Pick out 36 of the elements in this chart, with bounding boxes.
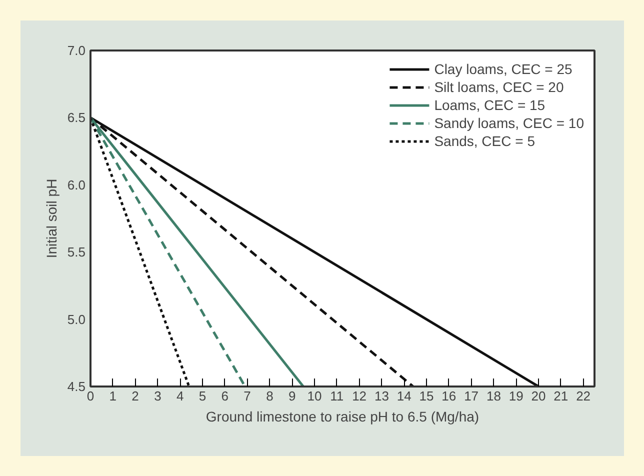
x-tick-label: 11	[330, 388, 344, 404]
legend-label: Clay loams, CEC = 25	[434, 60, 572, 78]
x-tick-label: 14	[396, 388, 412, 404]
x-tick-label: 3	[154, 388, 162, 404]
x-tick-label: 5	[198, 388, 206, 404]
x-tick-label: 19	[508, 388, 524, 404]
x-tick-label: 8	[266, 388, 274, 404]
x-tick-label: 17	[464, 388, 479, 404]
legend-label: Sands, CEC = 5	[434, 132, 535, 150]
x-tick-label: 13	[374, 388, 389, 404]
x-tick-label: 16	[442, 388, 456, 404]
x-tick-label: 15	[419, 388, 434, 404]
y-tick-label: 5.5	[67, 244, 86, 260]
y-tick-label: 6.5	[67, 110, 86, 126]
x-tick-label: 9	[288, 388, 296, 404]
x-tick-label: 7	[244, 388, 251, 404]
x-tick-label: 22	[576, 388, 591, 404]
x-tick-label: 10	[307, 388, 322, 404]
y-tick-label: 7.0	[67, 43, 86, 58]
x-tick-label: 4	[176, 388, 184, 404]
x-tick-label: 0	[86, 388, 94, 404]
x-tick-label: 6	[221, 388, 229, 404]
legend-label: Loams, CEC = 15	[434, 96, 546, 114]
y-tick-label: 4.5	[67, 379, 86, 394]
x-tick-label: 2	[132, 388, 139, 404]
x-tick-label: 20	[531, 388, 546, 404]
x-tick-label: 12	[352, 388, 367, 404]
legend-label: Sandy loams, CEC = 10	[434, 114, 584, 132]
x-tick-label: 18	[486, 388, 501, 404]
y-tick-label: 5.0	[67, 312, 86, 327]
y-axis-title: Initial soil pH	[43, 178, 60, 258]
legend-label: Silt loams, CEC = 20	[434, 78, 564, 96]
x-tick-label: 1	[109, 388, 117, 404]
x-axis-title: Ground limestone to raise pH to 6.5 (Mg/ha)	[206, 408, 480, 424]
x-tick-label: 21	[554, 388, 568, 404]
y-tick-label: 6.0	[67, 177, 86, 192]
